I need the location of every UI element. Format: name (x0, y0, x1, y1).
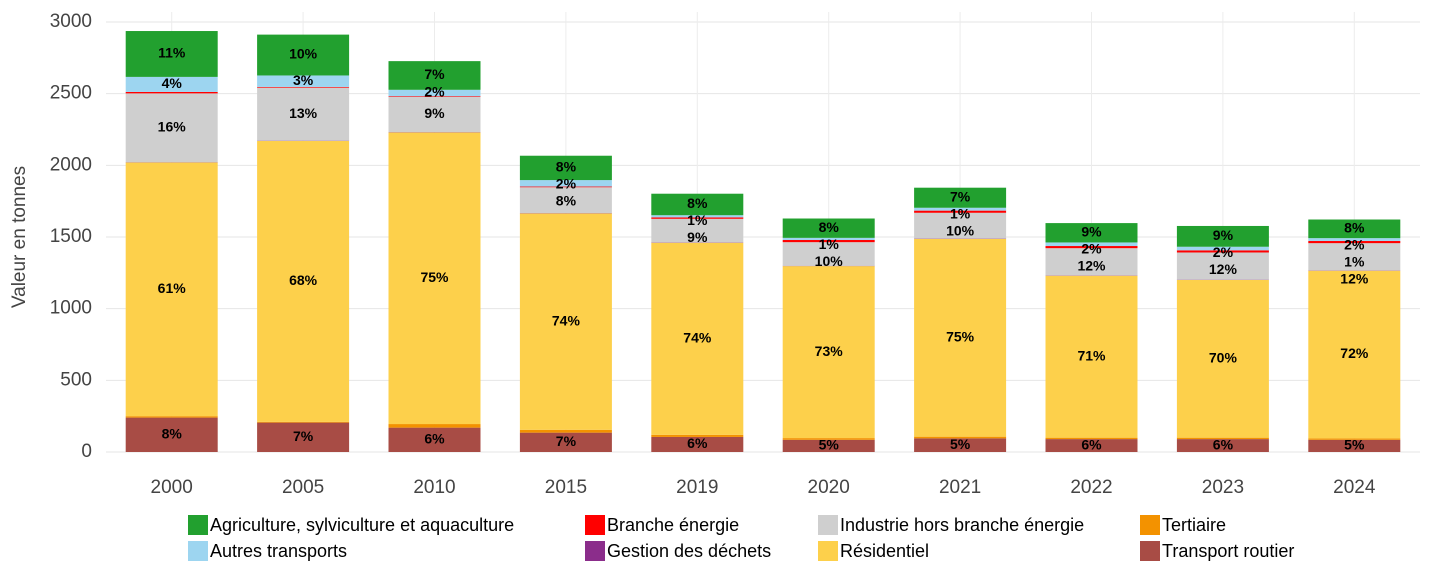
value-label: 9% (1081, 223, 1102, 239)
value-label: 10% (815, 253, 844, 269)
value-label: 1% (1344, 254, 1365, 270)
value-label: 10% (946, 222, 975, 238)
x-tick-label: 2023 (1202, 477, 1244, 498)
value-label: 7% (424, 66, 445, 82)
value-label: 12% (1077, 257, 1106, 273)
value-label: 9% (424, 105, 445, 121)
y-tick-label: 0 (81, 441, 92, 462)
value-label: 75% (946, 328, 975, 344)
x-tick-label: 2021 (939, 477, 981, 498)
legend-swatch (188, 515, 208, 535)
legend-label: Branche énergie (607, 515, 739, 535)
bar-segment (126, 92, 218, 93)
value-label: 2% (1344, 237, 1365, 253)
value-label: 8% (556, 159, 577, 175)
value-label: 16% (158, 118, 187, 134)
value-label: 8% (819, 219, 840, 235)
value-label: 74% (552, 312, 581, 328)
bar-segment (257, 422, 349, 423)
value-label: 1% (950, 205, 971, 221)
x-tick-label: 2000 (151, 477, 193, 498)
value-label: 13% (289, 105, 318, 121)
value-label: 6% (1213, 436, 1234, 452)
value-label: 10% (289, 46, 318, 62)
value-label: 11% (158, 45, 186, 61)
x-tick-label: 2020 (808, 477, 850, 498)
value-label: 68% (289, 272, 318, 288)
legend-label: Industrie hors branche énergie (840, 515, 1084, 535)
value-label: 6% (1081, 436, 1102, 452)
value-label: 70% (1209, 350, 1238, 366)
value-label: 6% (424, 431, 445, 447)
y-tick-label: 2000 (50, 154, 92, 175)
y-tick-label: 1000 (50, 298, 92, 319)
value-label: 6% (687, 435, 708, 451)
value-label: 61% (158, 280, 187, 296)
x-tick-label: 2024 (1333, 477, 1376, 498)
value-label: 2% (424, 84, 445, 100)
value-label: 4% (162, 75, 183, 91)
legend-label: Résidentiel (840, 541, 929, 561)
value-label: 9% (687, 229, 708, 245)
value-label: 7% (950, 188, 971, 204)
legend-label: Transport routier (1162, 541, 1294, 561)
legend-swatch (585, 515, 605, 535)
legend-swatch (585, 541, 605, 561)
value-label: 5% (1344, 437, 1365, 453)
y-tick-label: 2500 (50, 83, 92, 104)
value-label: 72% (1340, 345, 1369, 361)
legend-label: Agriculture, sylviculture et aquaculture (210, 515, 514, 535)
y-axis-label: Valeur en tonnes (9, 166, 30, 308)
value-label: 9% (1213, 227, 1234, 243)
x-tick-label: 2005 (282, 477, 324, 498)
x-tick-label: 2015 (545, 477, 587, 498)
value-label: 7% (556, 433, 577, 449)
value-label: 1% (819, 236, 840, 252)
value-label: 12% (1209, 261, 1238, 277)
y-tick-label: 1500 (50, 226, 92, 247)
value-label: 8% (162, 426, 183, 442)
legend-swatch (1140, 515, 1160, 535)
bars (126, 31, 1401, 452)
x-tick-label: 2022 (1070, 477, 1112, 498)
value-label: 5% (819, 437, 840, 453)
x-tick-label: 2010 (413, 477, 455, 498)
value-label: 71% (1077, 347, 1106, 363)
legend-swatch (818, 515, 838, 535)
value-label: 2% (1213, 244, 1234, 260)
legend-label: Gestion des déchets (607, 541, 771, 561)
value-label: 8% (1344, 220, 1365, 236)
legend-swatch (188, 541, 208, 561)
value-label: 74% (683, 329, 712, 345)
legend-swatch (818, 541, 838, 561)
value-label: 3% (293, 72, 314, 88)
legend-label: Autres transports (210, 541, 347, 561)
value-label: 12% (1340, 271, 1369, 287)
value-label: 1% (687, 212, 708, 228)
value-label: 7% (293, 428, 314, 444)
y-tick-label: 500 (60, 369, 92, 390)
y-tick-label: 3000 (50, 11, 92, 32)
value-label: 73% (815, 343, 844, 359)
value-label: 5% (950, 436, 971, 452)
bar-segment (389, 424, 481, 428)
legend-swatch (1140, 541, 1160, 561)
legend: Transport routier Tertiaire Résidentiel Ges… (188, 515, 1294, 561)
value-label: 2% (1081, 240, 1102, 256)
value-label: 8% (556, 193, 577, 209)
value-label: 8% (687, 195, 708, 211)
legend-label: Tertiaire (1162, 515, 1226, 535)
value-label: 75% (420, 269, 449, 285)
value-label: 2% (556, 176, 577, 192)
bar-segment (126, 416, 218, 417)
x-tick-label: 2019 (676, 477, 718, 498)
